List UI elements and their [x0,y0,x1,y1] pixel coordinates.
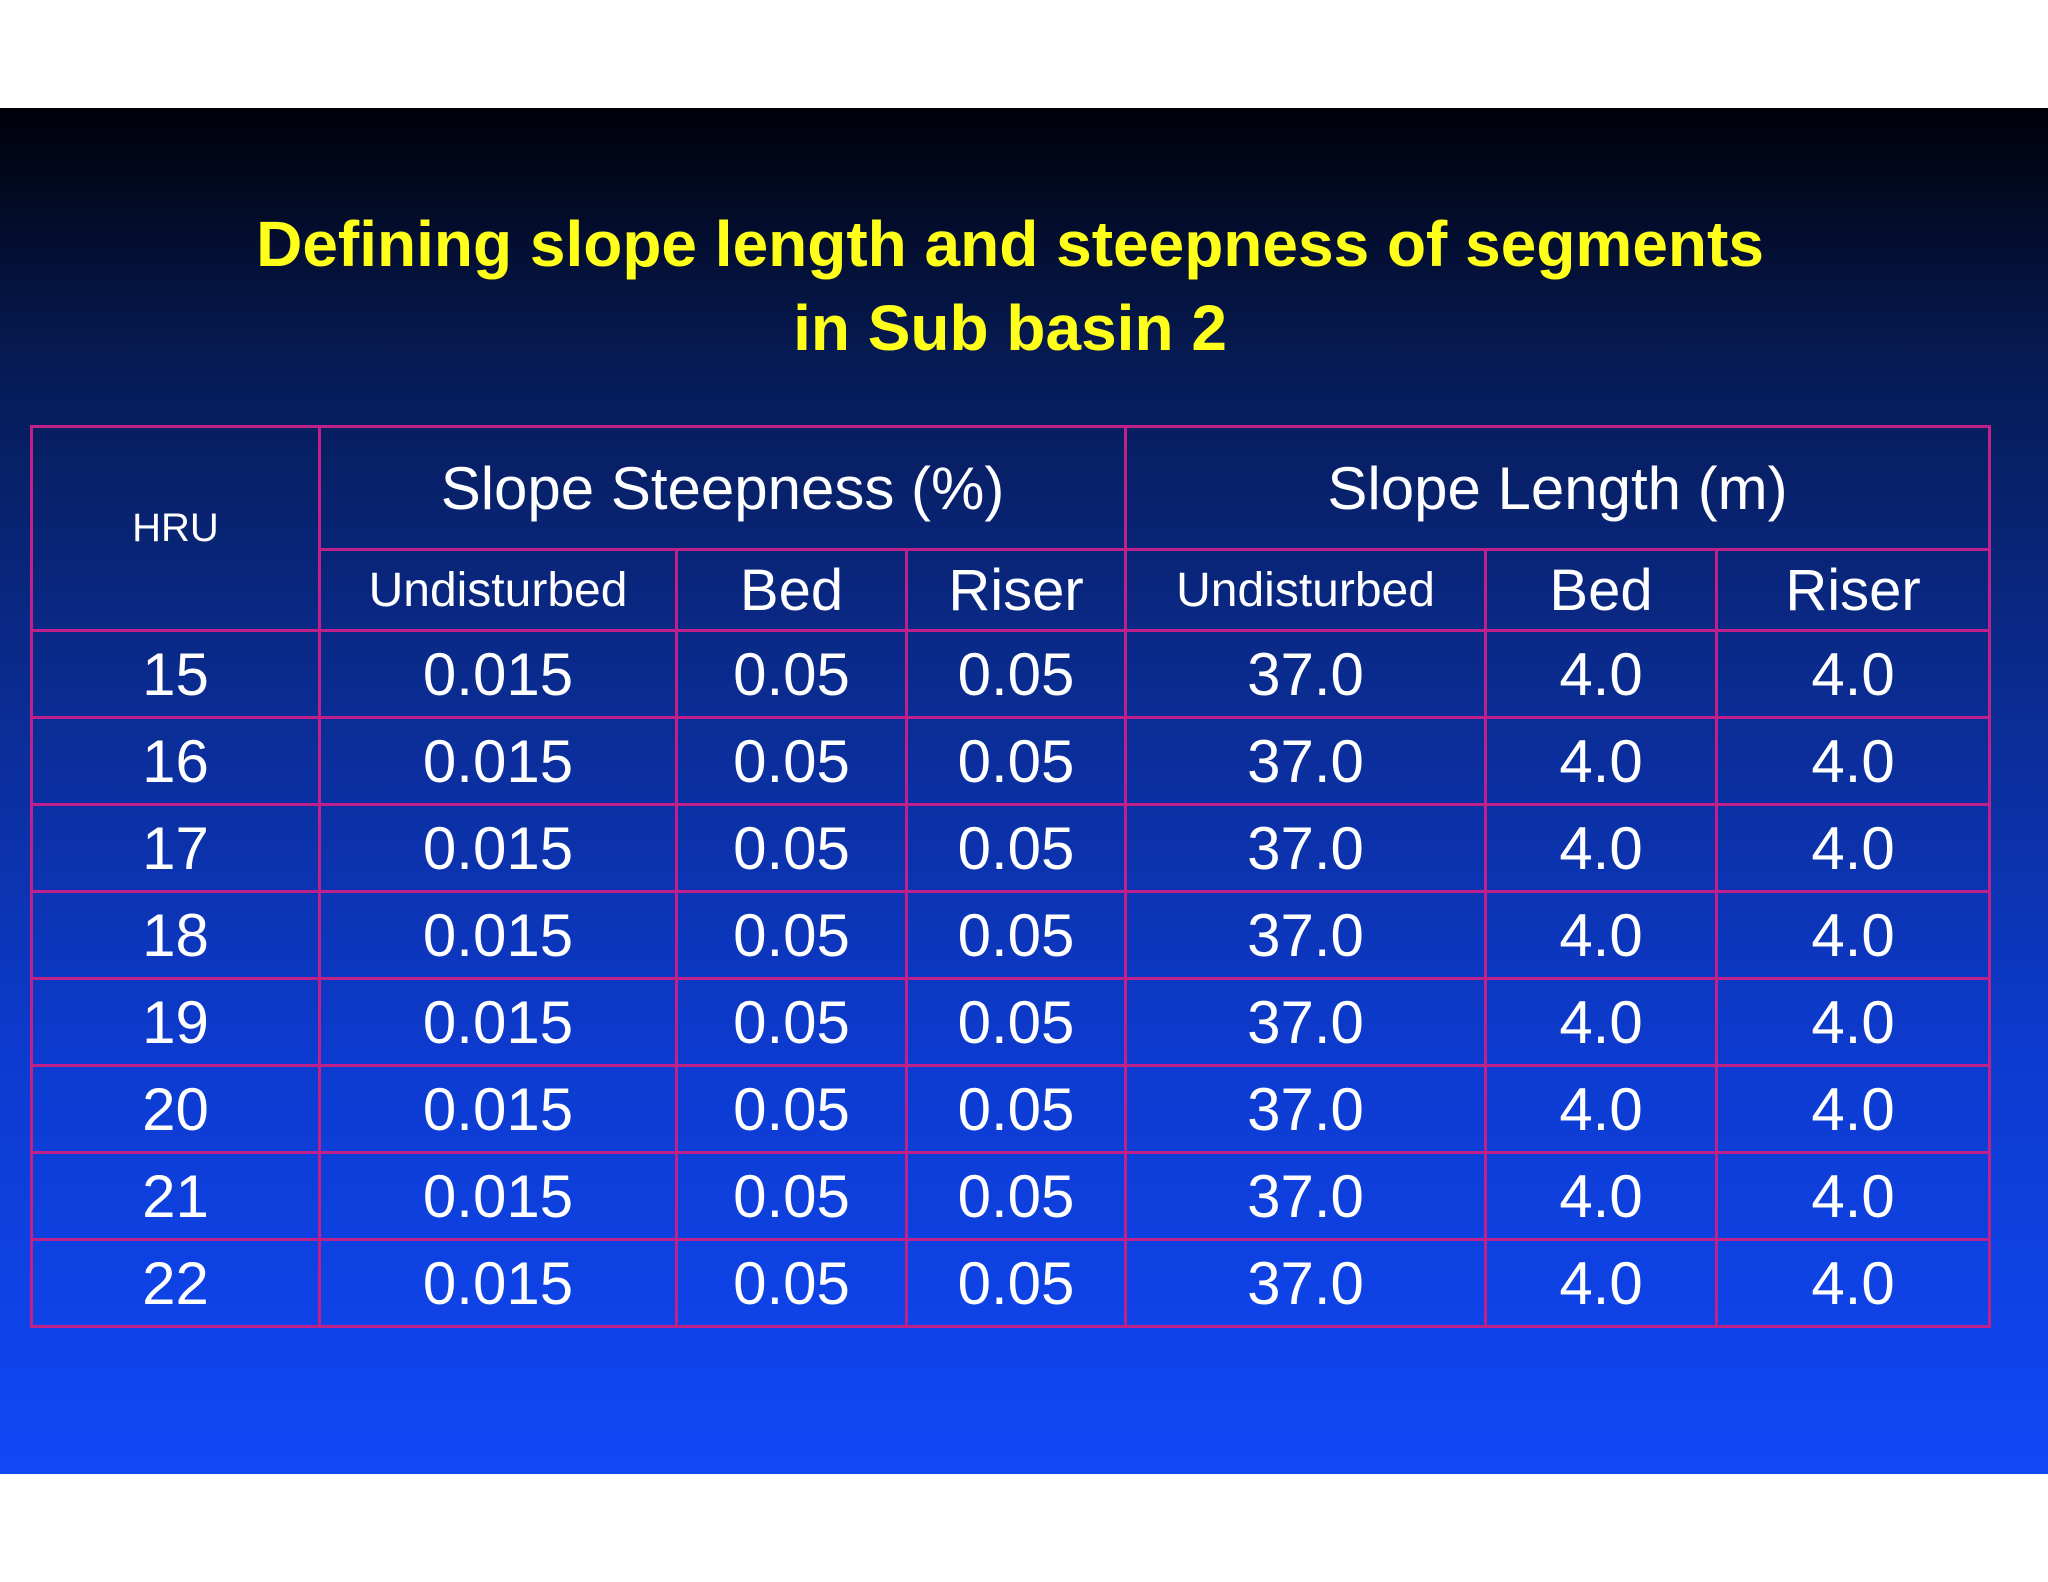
title-line-2: in Sub basin 2 [793,292,1227,364]
title-line-1: Defining slope length and steepness of s… [256,208,1764,280]
table-cell: 4.0 [1715,890,1992,980]
hru-cell: 15 [30,629,321,719]
slope-table: HRU Slope Steepness (%) Slope Length (m)… [30,425,1992,1328]
table-cell: 4.0 [1484,1064,1719,1154]
table-cell: 4.0 [1715,716,1992,806]
table-cell: 0.015 [318,629,678,719]
table-cell: 4.0 [1484,1151,1719,1241]
table-cell: 37.0 [1124,890,1488,980]
table-cell: 37.0 [1124,629,1488,719]
table-cell: 0.05 [675,803,908,893]
hru-cell: 19 [30,977,321,1067]
table-cell: 0.05 [904,716,1128,806]
sub-header-bed: Bed [675,548,908,632]
table-row: 22 0.015 0.05 0.05 37.0 4.0 4.0 [30,1238,1992,1328]
table-cell: 4.0 [1715,977,1992,1067]
table-cell: 0.015 [318,716,678,806]
table-cell: 0.05 [675,1064,908,1154]
table-cell: 4.0 [1484,803,1719,893]
sub-header-riser: Riser [1715,548,1992,632]
hru-cell: 18 [30,890,321,980]
slope-length-header: Slope Length (m) [1124,425,1992,551]
table-cell: 4.0 [1715,1238,1992,1328]
table-cell: 4.0 [1715,629,1992,719]
table-cell: 4.0 [1484,716,1719,806]
hru-cell: 22 [30,1238,321,1328]
sub-header-row: Undisturbed Bed Riser Undisturbed Bed Ri… [32,548,1992,632]
table-cell: 0.05 [675,629,908,719]
table-cell: 37.0 [1124,1151,1488,1241]
table-cell: 0.015 [318,890,678,980]
table-row: 21 0.015 0.05 0.05 37.0 4.0 4.0 [30,1151,1992,1241]
table-cell: 4.0 [1715,1151,1992,1241]
table-cell: 37.0 [1124,1238,1488,1328]
table-cell: 4.0 [1484,977,1719,1067]
table-cell: 0.015 [318,803,678,893]
table-cell: 0.05 [904,890,1128,980]
table-cell: 0.05 [904,977,1128,1067]
table-cell: 0.05 [904,803,1128,893]
table-cell: 4.0 [1484,1238,1719,1328]
group-header-row: HRU Slope Steepness (%) Slope Length (m) [30,425,1992,632]
slope-steepness-header: Slope Steepness (%) [317,425,1128,551]
table-cell: 0.05 [904,629,1128,719]
table-row: 20 0.015 0.05 0.05 37.0 4.0 4.0 [30,1064,1992,1154]
table-row: 19 0.015 0.05 0.05 37.0 4.0 4.0 [30,977,1992,1067]
table-cell: 37.0 [1124,716,1488,806]
table-cell: 0.05 [904,1151,1128,1241]
table-cell: 0.05 [675,1151,908,1241]
slide-title: Defining slope length and steepness of s… [0,202,2020,370]
table-row: 15 0.015 0.05 0.05 37.0 4.0 4.0 [30,629,1992,719]
table-cell: 4.0 [1715,1064,1992,1154]
table-cell: 4.0 [1715,803,1992,893]
table-cell: 0.015 [318,1151,678,1241]
table-cell: 4.0 [1484,629,1719,719]
sub-header-riser: Riser [904,548,1128,632]
hru-header: HRU [30,425,321,632]
table-cell: 0.05 [675,890,908,980]
slide: Defining slope length and steepness of s… [0,108,2048,1474]
table-cell: 4.0 [1484,890,1719,980]
table-row: 17 0.015 0.05 0.05 37.0 4.0 4.0 [30,803,1992,893]
hru-cell: 16 [30,716,321,806]
table-cell: 37.0 [1124,803,1488,893]
table-cell: 0.015 [318,1064,678,1154]
table-cell: 0.05 [675,977,908,1067]
sub-header-undisturbed: Undisturbed [318,548,678,632]
sub-header-bed: Bed [1484,548,1719,632]
table-cell: 37.0 [1124,977,1488,1067]
table-cell: 37.0 [1124,1064,1488,1154]
table-cell: 0.05 [675,716,908,806]
table-row: 16 0.015 0.05 0.05 37.0 4.0 4.0 [30,716,1992,806]
hru-cell: 17 [30,803,321,893]
table-cell: 0.015 [318,1238,678,1328]
table-cell: 0.05 [904,1064,1128,1154]
sub-header-undisturbed: Undisturbed [1124,548,1488,632]
table-cell: 0.015 [318,977,678,1067]
table-row: 18 0.015 0.05 0.05 37.0 4.0 4.0 [30,890,1992,980]
hru-cell: 21 [30,1151,321,1241]
table-cell: 0.05 [675,1238,908,1328]
table-cell: 0.05 [904,1238,1128,1328]
hru-cell: 20 [30,1064,321,1154]
